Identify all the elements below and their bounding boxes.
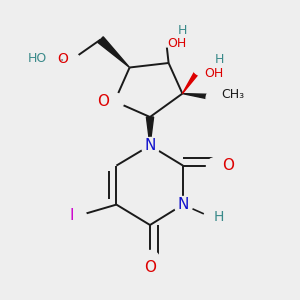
Text: I: I — [69, 208, 74, 224]
Text: O: O — [97, 94, 109, 109]
Text: OH: OH — [204, 67, 223, 80]
Polygon shape — [182, 64, 204, 94]
Polygon shape — [146, 117, 154, 146]
Polygon shape — [98, 37, 130, 68]
Text: O: O — [144, 260, 156, 275]
Text: O: O — [58, 52, 68, 66]
Text: H: H — [178, 24, 187, 37]
Text: N: N — [177, 197, 189, 212]
Text: O: O — [222, 158, 234, 173]
Text: H: H — [215, 53, 224, 66]
Text: H: H — [214, 210, 224, 224]
Text: CH₃: CH₃ — [221, 88, 244, 101]
Polygon shape — [182, 94, 216, 100]
Text: N: N — [144, 138, 156, 153]
Text: HO: HO — [28, 52, 47, 65]
Text: OH: OH — [167, 37, 186, 50]
